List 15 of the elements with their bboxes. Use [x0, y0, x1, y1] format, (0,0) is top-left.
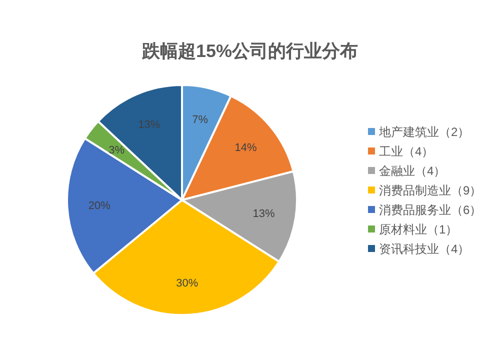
data-label: 20% — [88, 200, 111, 212]
data-label: 13% — [252, 208, 275, 220]
legend-label: 工业（4） — [379, 144, 434, 158]
legend-label: 原材料业（1） — [379, 222, 458, 236]
chart-title: 跌幅超15%公司的行业分布 — [140, 41, 358, 61]
legend-label: 金融业（4） — [379, 164, 446, 178]
data-label: 14% — [234, 142, 258, 154]
data-label: 30% — [176, 278, 198, 290]
data-label: 13% — [138, 119, 160, 132]
legend-label: 地产建筑业（2） — [378, 125, 470, 139]
data-label: 3% — [108, 144, 125, 156]
legend-label: 消费品制造业（9） — [379, 184, 482, 198]
legend-label: 资讯科技业（4） — [379, 242, 470, 256]
data-label: 7% — [192, 114, 208, 126]
legend-label: 消费品服务业（6） — [379, 203, 482, 217]
